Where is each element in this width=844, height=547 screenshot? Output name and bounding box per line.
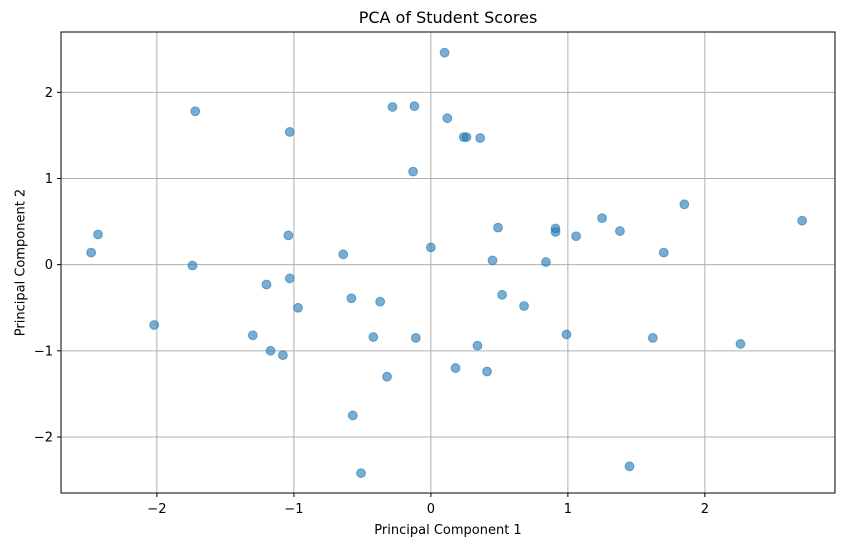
scatter-point bbox=[571, 231, 581, 242]
scatter-point bbox=[439, 47, 450, 58]
scatter-point bbox=[658, 247, 669, 258]
scatter-point bbox=[409, 101, 420, 112]
scatter-point bbox=[450, 363, 461, 373]
scatter-point bbox=[265, 345, 276, 356]
scatter-point bbox=[283, 230, 294, 241]
y-tick-label: −1 bbox=[34, 344, 53, 359]
x-tick-label: −1 bbox=[284, 502, 303, 517]
scatter-point bbox=[284, 273, 295, 284]
scatter-point bbox=[615, 226, 625, 236]
scatter-point bbox=[338, 249, 349, 260]
chart-title: PCA of Student Scores bbox=[359, 8, 538, 27]
scatter-point bbox=[382, 371, 392, 382]
plot-frame bbox=[60, 31, 836, 494]
scatter-point bbox=[647, 332, 658, 343]
scatter-point bbox=[797, 215, 808, 226]
scatter-point bbox=[679, 199, 690, 210]
x-tick-label: 0 bbox=[427, 502, 435, 517]
x-tick-label: −2 bbox=[147, 502, 166, 517]
scatter-point bbox=[284, 127, 295, 137]
scatter-point bbox=[247, 330, 258, 341]
scatter-point bbox=[472, 340, 483, 351]
grid bbox=[61, 32, 835, 493]
scatter-point bbox=[346, 293, 357, 304]
scatter-point bbox=[561, 329, 572, 340]
y-tick-label: 1 bbox=[45, 172, 53, 187]
scatter-point bbox=[482, 366, 492, 377]
scatter-point bbox=[375, 296, 386, 307]
y-tick-label: 0 bbox=[45, 258, 53, 273]
scatter-point bbox=[550, 227, 561, 237]
scatter-point bbox=[149, 320, 160, 330]
scatter-point bbox=[597, 213, 608, 224]
x-axis-label: Principal Component 1 bbox=[374, 523, 521, 538]
scatter-point bbox=[190, 106, 201, 117]
scatter-point bbox=[187, 260, 198, 271]
y-axis-label: Principal Component 2 bbox=[14, 189, 29, 336]
scatter-point bbox=[261, 279, 272, 290]
scatter-point bbox=[408, 166, 418, 177]
scatter-point bbox=[461, 132, 472, 143]
scatter-point bbox=[735, 339, 746, 349]
y-tick-label: 2 bbox=[45, 86, 53, 101]
scatter-point bbox=[497, 289, 508, 300]
scatter-point bbox=[410, 332, 421, 343]
y-tick-label: −2 bbox=[34, 430, 53, 445]
x-tick-label: 2 bbox=[701, 502, 709, 517]
scatter-point bbox=[278, 350, 288, 361]
scatter-point bbox=[368, 332, 379, 342]
scatter-point bbox=[347, 410, 358, 421]
scatter-point bbox=[442, 113, 453, 124]
scatter-point bbox=[493, 222, 503, 233]
scatter-point bbox=[293, 302, 303, 313]
scatter-point bbox=[519, 301, 529, 311]
scatter-point bbox=[487, 255, 498, 266]
scatter-point bbox=[624, 461, 635, 472]
scatter-point bbox=[387, 102, 398, 112]
data-points bbox=[86, 47, 808, 479]
axis-ticks: −2 −1 0 1 2 −2 −1 0 1 2 bbox=[34, 86, 709, 517]
scatter-point bbox=[93, 229, 103, 240]
scatter-point bbox=[541, 257, 551, 267]
scatter-point bbox=[86, 247, 97, 258]
scatter-point bbox=[475, 133, 486, 143]
x-tick-label: 1 bbox=[564, 502, 572, 517]
scatter-point bbox=[356, 468, 366, 479]
scatter-point bbox=[425, 242, 436, 253]
